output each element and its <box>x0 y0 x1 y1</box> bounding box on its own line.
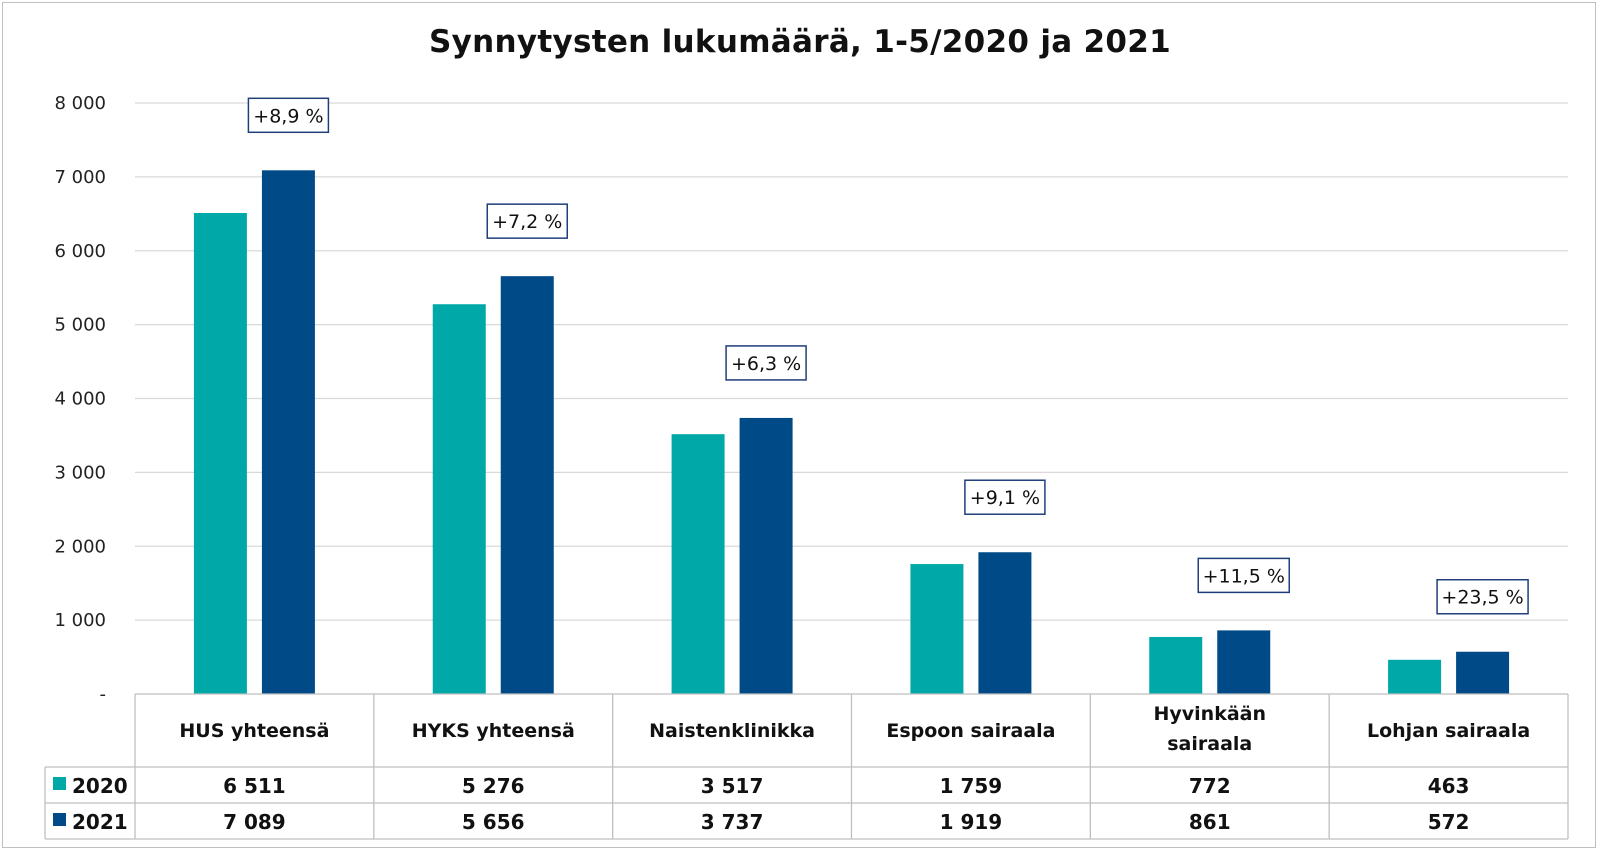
category-label: Lohjan sairaala <box>1367 720 1530 742</box>
bar-2021 <box>261 170 315 695</box>
bar-2021 <box>978 552 1032 694</box>
y-tick-label: 6 000 <box>54 241 106 262</box>
table-value: 861 <box>1189 810 1231 834</box>
table-value: 7 089 <box>223 810 286 834</box>
bar-2021 <box>739 417 793 694</box>
bar-2020 <box>671 434 725 694</box>
legend-swatch-2020 <box>53 777 66 790</box>
y-tick-label: 8 000 <box>54 93 106 114</box>
category-label: Espoon sairaala <box>886 720 1055 742</box>
change-annotation: +6,3 % <box>731 353 801 375</box>
change-annotation-box <box>1436 578 1529 615</box>
table-value: 772 <box>1189 774 1231 798</box>
y-tick-label: 5 000 <box>54 315 106 336</box>
y-tick-label: 1 000 <box>54 610 106 631</box>
table-value: 5 276 <box>462 774 525 798</box>
table-value: 3 517 <box>701 774 764 798</box>
y-tick-label: 3 000 <box>54 462 106 483</box>
bar-2021 <box>500 276 554 694</box>
change-annotation: +9,1 % <box>970 487 1040 509</box>
table-value: 1 759 <box>940 774 1003 798</box>
table-value: 572 <box>1428 810 1470 834</box>
table-value: 6 511 <box>223 774 286 798</box>
table-value: 5 656 <box>462 810 525 834</box>
bar-2020 <box>1149 636 1203 694</box>
category-label: Hyvinkään <box>1153 703 1266 725</box>
bar-2021 <box>1217 630 1271 694</box>
legend-label: 2020 <box>72 774 128 798</box>
change-annotation-box <box>486 203 568 239</box>
change-annotation: +11,5 % <box>1203 565 1285 587</box>
change-annotation: +8,9 % <box>253 105 323 127</box>
change-annotation-box <box>725 345 807 381</box>
bar-2020 <box>193 212 247 694</box>
y-tick-label: 4 000 <box>54 389 106 410</box>
change-annotation-box <box>247 97 330 134</box>
y-tick-label: 2 000 <box>54 536 106 557</box>
table-value: 463 <box>1428 774 1470 798</box>
bar-2021 <box>1456 651 1510 694</box>
category-label: sairaala <box>1167 733 1252 755</box>
legend-label: 2021 <box>72 810 128 834</box>
bar-2020 <box>910 564 964 694</box>
change-annotation-box <box>1197 557 1290 594</box>
bar-2020 <box>1388 659 1442 694</box>
change-annotation-box <box>964 479 1046 515</box>
bar-2020 <box>432 304 486 694</box>
y-tick-label: 7 000 <box>54 167 106 188</box>
category-label: Naistenklinikka <box>649 720 815 742</box>
change-annotation: +23,5 % <box>1441 587 1523 609</box>
category-label: HYKS yhteensä <box>412 720 575 742</box>
chart-title: Synnytysten lukumäärä, 1-5/2020 ja 2021 <box>428 24 1172 60</box>
change-annotation: +7,2 % <box>492 211 562 233</box>
category-label: HUS yhteensä <box>179 720 329 742</box>
legend-swatch-2021 <box>53 813 66 826</box>
table-value: 1 919 <box>940 810 1003 834</box>
y-tick-label: - <box>100 684 107 705</box>
table-value: 3 737 <box>701 810 764 834</box>
